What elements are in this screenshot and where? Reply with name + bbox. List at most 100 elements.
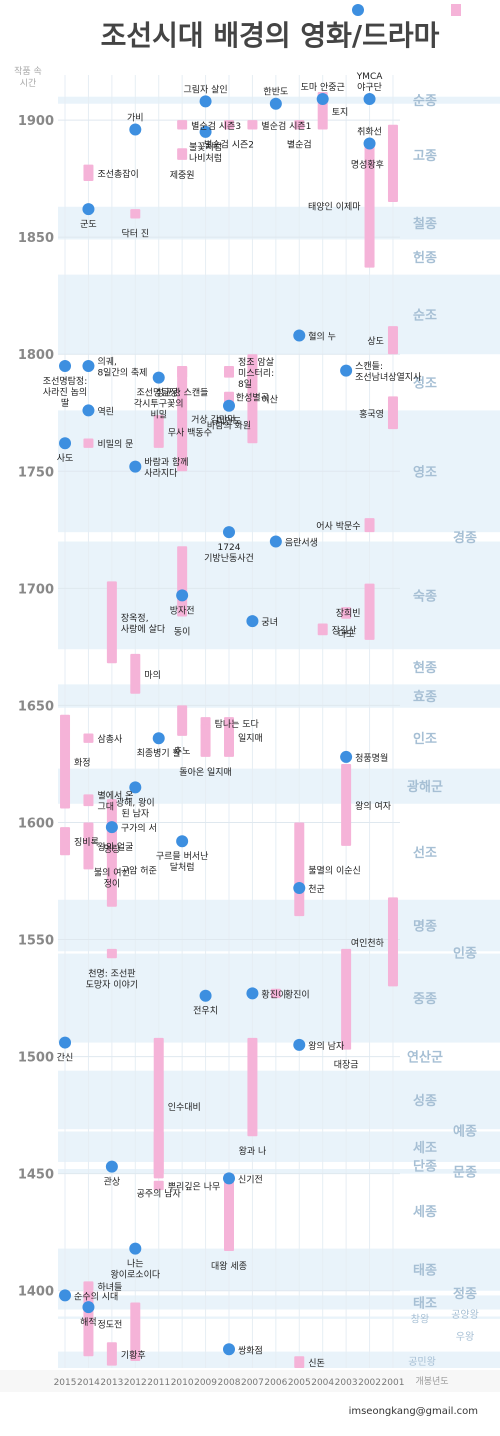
reign-label: 인종 [453,945,477,961]
work-label: 1724 [218,543,241,553]
reign-label: 성종 [413,1094,437,1109]
work-label: 가비 [127,112,144,123]
movie-point [129,123,142,136]
reign-label: 순조 [413,308,437,323]
drama-bar [83,1281,94,1291]
movie-point [129,1242,142,1255]
movie-point [223,526,235,539]
reign-label: 효종 [413,690,437,705]
drama-bar [294,822,305,917]
work-label: 태양인 이제마 [308,202,361,213]
reign-band [58,1295,500,1310]
work-label: 나비처럼 [189,152,222,164]
reign-band [58,1131,500,1162]
work-label: 군도 [80,219,97,230]
drama-bar [387,396,398,430]
work-label: 정도전 [97,1320,122,1331]
drama-bar [224,717,234,757]
work-label: 그대 [97,802,114,813]
work-label: 토지 [332,107,349,118]
work-label: 취화선 [357,127,382,138]
reign-band [58,1351,500,1368]
work-label: 관상 [104,1177,121,1188]
drama-bar [224,120,234,130]
work-label: 거상 김만덕 [191,414,235,426]
xtick-label: 2003 [335,1378,358,1388]
drama-bar [153,1180,164,1191]
work-label: 왕이로소이다 [110,1270,160,1281]
xtick-label: 2006 [264,1378,287,1388]
work-label: 뿌리깊은 나무 [168,1180,221,1192]
ytick-label: 1800 [18,348,54,363]
work-label: 그림자 살인 [183,83,227,95]
movie-point [269,535,282,548]
work-label: 제중원 [170,170,195,181]
work-label: 야구단 [357,82,382,93]
xaxis-strip [0,1370,500,1392]
work-label: 황진이 [285,989,310,1000]
movie-point [129,781,142,794]
work-label: 도망자 이야기 [86,979,139,990]
movie-point [293,329,306,342]
drama-bar [364,583,375,640]
xtick-label: 2010 [171,1378,194,1388]
reign-label: 창왕 [411,1314,429,1326]
reign-label: 정종 [453,1286,477,1302]
movie-points [59,93,376,1356]
ytick-label: 1750 [18,465,54,480]
movie-point [82,359,95,372]
reign-label: 명종 [413,919,437,935]
reign-band [58,541,500,650]
drama-bar [387,897,398,987]
movie-point [363,93,376,106]
work-label: 사랑에 살다 [121,623,166,635]
movie-point [340,364,353,377]
yaxis-label-line2: 시간 [20,78,37,89]
work-label: 돌아온 일지매 [179,767,232,778]
drama-bar [387,124,398,203]
work-label: 스캔들: [355,361,383,372]
work-label: 동이 [174,626,191,637]
work-label: 구르믈 버서난 [156,851,209,862]
work-label: 별순검 시즌3 [191,120,241,132]
work-label: 삼총사 [97,734,123,745]
drama-bar [106,581,117,664]
reign-band [58,899,500,952]
drama-bar [130,653,141,694]
work-label: 전우치 [193,1005,218,1017]
work-label: 한반도 [263,87,288,98]
reign-label: 현종 [413,660,437,676]
drama-bar [177,148,188,160]
work-label: 별순검 [287,138,312,150]
reign-labels: 순종고종철종헌종순조정조영조경종숙종현종효종인조광해군선조명종인종중종연산군성종… [407,94,479,1368]
drama-bar [60,714,71,809]
work-label: 달처럼 [170,861,195,873]
reign-label: 인조 [413,731,437,747]
work-label: 사라진 놉의 [43,387,87,398]
work-label: 명량 [104,843,121,855]
reign-label: 경종 [453,530,477,546]
drama-bar [270,988,281,999]
reign-label: 정조 [413,375,437,391]
drama-bar [224,1173,234,1251]
work-label: 화정 [74,758,91,769]
work-label: 불꽃처럼 [189,141,222,153]
work-label: 장희빈 [336,607,361,619]
reign-label: 연산군 [407,1050,443,1066]
reign-label: 헌종 [413,250,437,266]
work-label: 대장금 [334,1060,359,1071]
movie-point [316,93,329,106]
work-label: 일지매 [238,733,263,744]
drama-bar [177,120,188,130]
work-label: 여인천하 [351,937,385,949]
drama-bar [177,365,188,472]
xtick-label: 2001 [382,1378,405,1388]
reign-bands [58,96,500,1368]
yaxis-label-line1: 작품 속 [14,66,42,77]
reign-band [58,1316,500,1319]
movie-point [269,97,282,110]
reign-label: 세종 [413,1205,437,1220]
work-label: 정이 [104,879,121,890]
reign-label: 우왕 [456,1331,474,1343]
work-label: 쌍화점 [238,1344,263,1356]
